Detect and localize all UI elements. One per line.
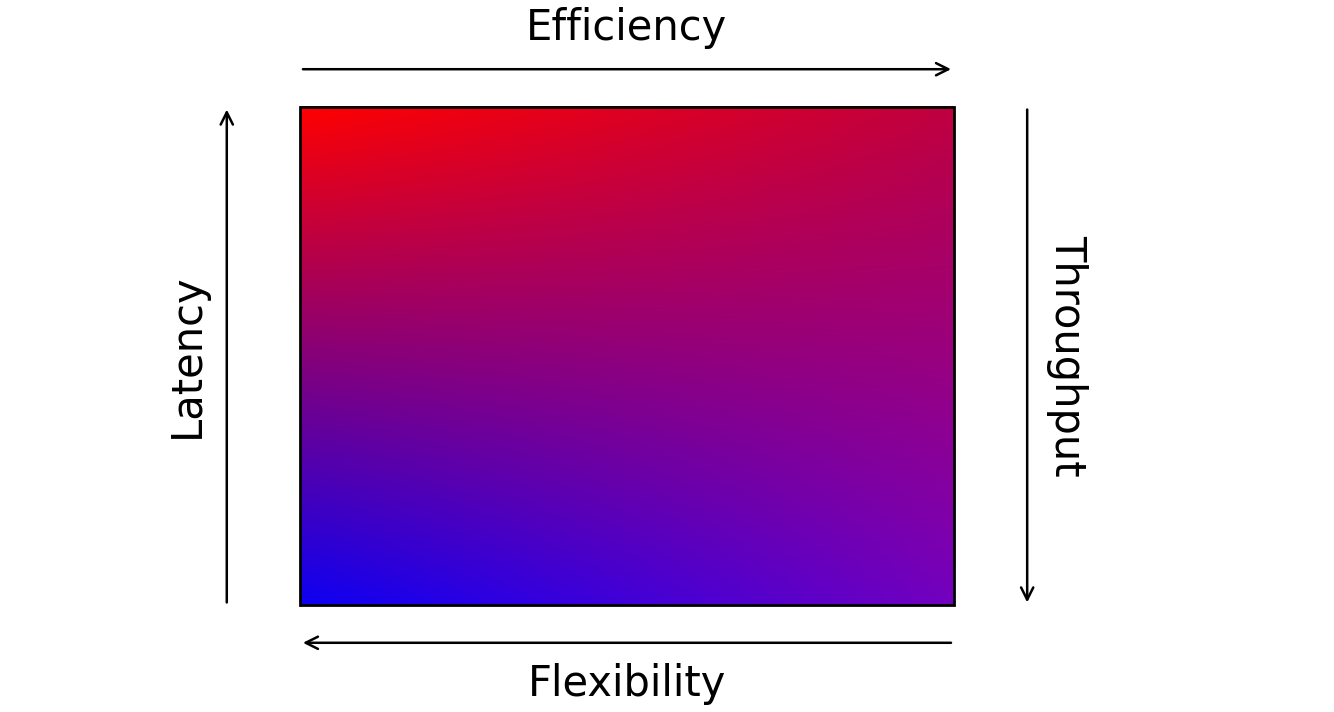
Text: Flexibility: Flexibility bbox=[528, 664, 726, 706]
Bar bbox=[300, 107, 954, 605]
Text: Efficiency: Efficiency bbox=[527, 6, 727, 48]
Text: Throughput: Throughput bbox=[1046, 235, 1089, 477]
Text: Latency: Latency bbox=[165, 273, 208, 439]
